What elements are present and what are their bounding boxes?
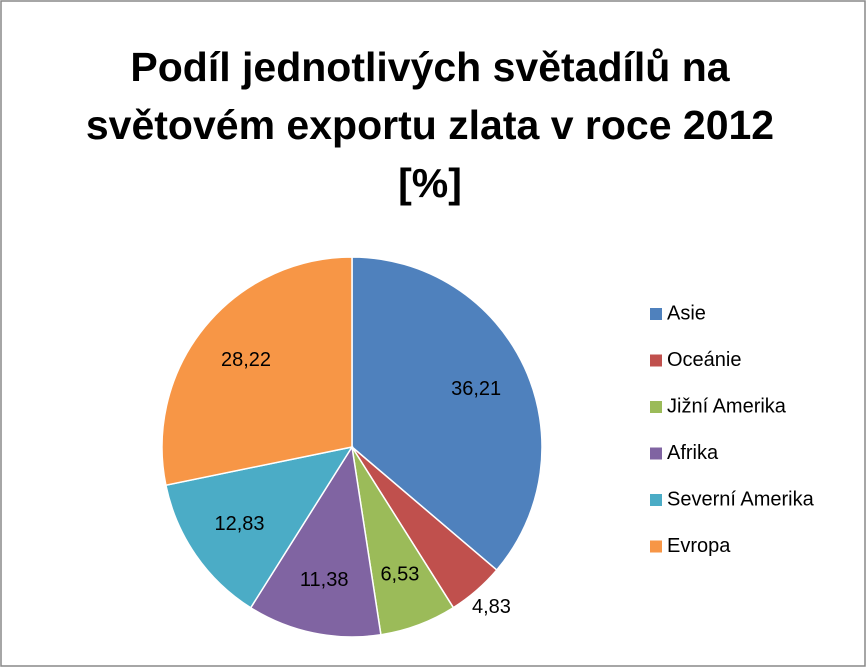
legend-label: Severní Amerika — [667, 488, 815, 510]
legend-label: Afrika — [667, 442, 719, 464]
chart-title: Podíl jednotlivých světadílů na světovém… — [85, 44, 775, 206]
legend-label: Asie — [667, 302, 706, 324]
data-label: 4,83 — [472, 596, 511, 618]
legend-label: Evropa — [667, 535, 731, 557]
legend-swatch — [650, 308, 662, 320]
data-label: 11,38 — [300, 569, 349, 591]
legend-swatch — [650, 540, 662, 553]
legend-swatch — [650, 447, 662, 460]
legend-swatch — [650, 354, 662, 367]
legend-swatch — [650, 401, 662, 413]
legend-swatch — [650, 494, 662, 506]
pie-slice — [164, 445, 354, 609]
legend-label: Jižní Amerika — [667, 395, 787, 417]
data-label: 12,83 — [214, 513, 264, 535]
data-label: 28,22 — [221, 349, 271, 371]
pie-slice — [351, 256, 543, 572]
pie-slice — [249, 444, 382, 638]
pie-slice — [161, 256, 353, 487]
data-label: 36,21 — [451, 378, 501, 400]
data-label: 6,53 — [380, 563, 419, 585]
legend-label: Oceánie — [667, 349, 742, 371]
